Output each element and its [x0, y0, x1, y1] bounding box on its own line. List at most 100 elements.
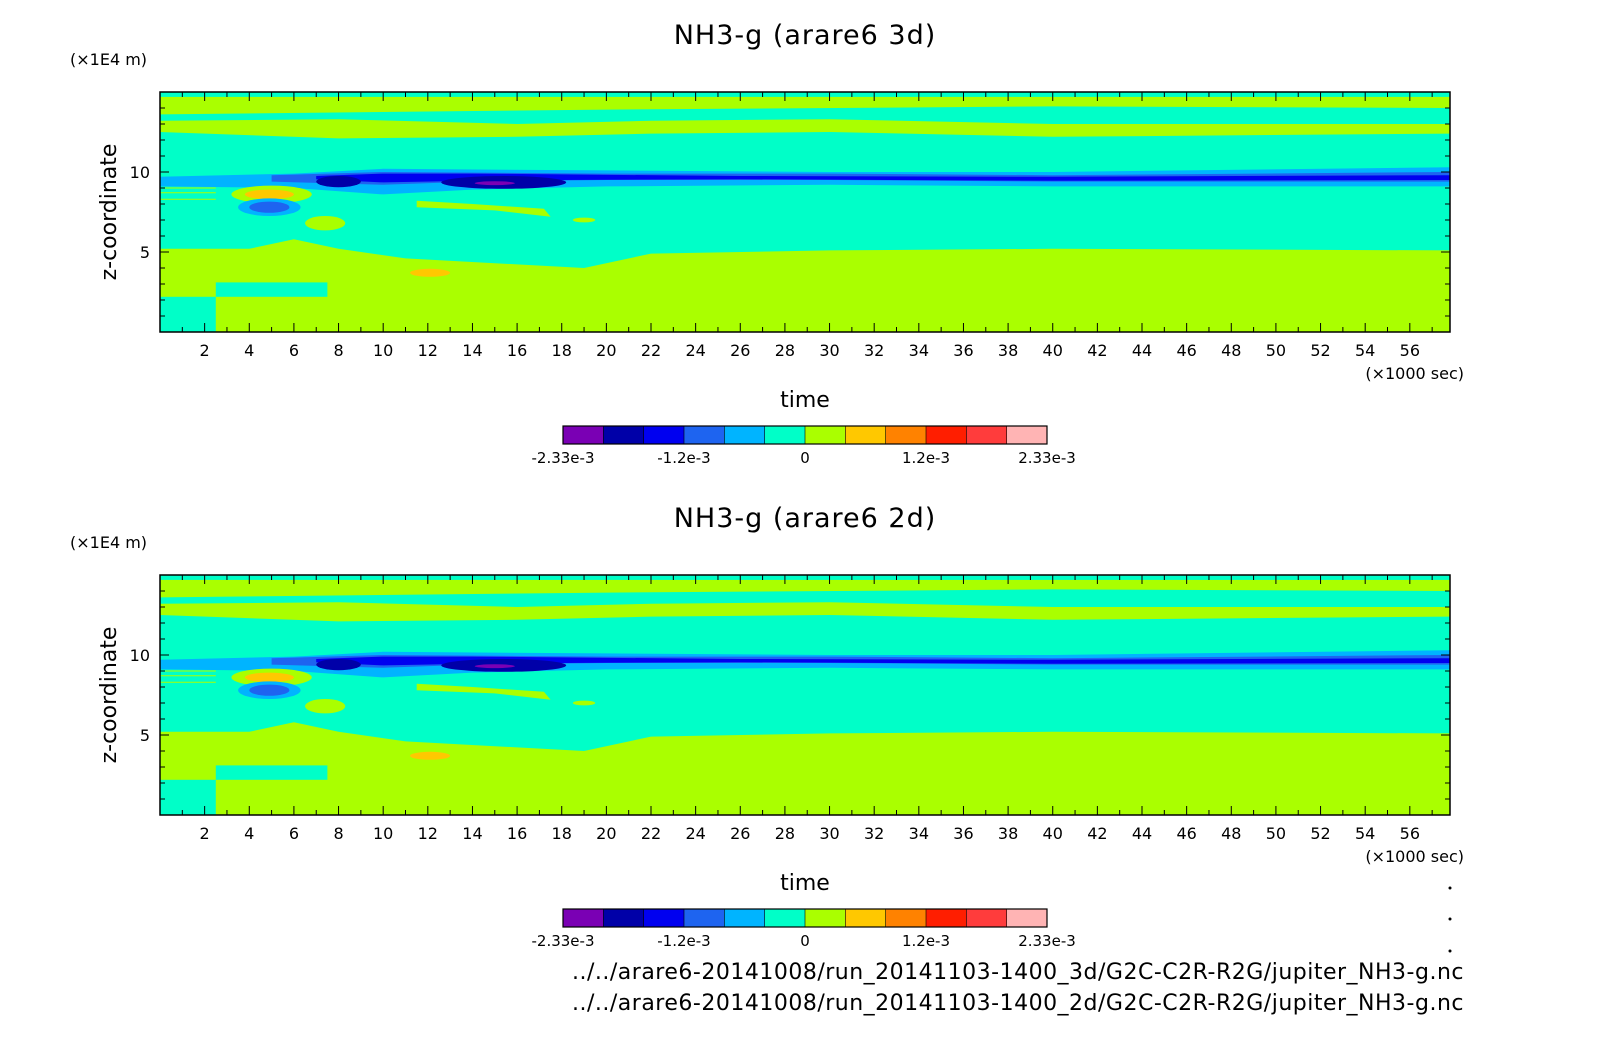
x-tick-label: 16	[507, 341, 527, 360]
x-tick-label: 42	[1087, 341, 1107, 360]
contour-core-neg	[316, 659, 361, 671]
x-axis-label: time	[780, 388, 830, 413]
x-tick-label: 4	[244, 341, 254, 360]
x-axis-unit: (×1000 sec)	[1365, 364, 1464, 383]
x-tick-label: 38	[998, 824, 1018, 843]
x-tick-label: 2	[200, 824, 210, 843]
colorbar-swatch	[805, 909, 846, 927]
y-tick-label: 5	[140, 243, 150, 262]
colorbar-tick-label: 0	[800, 932, 810, 950]
x-tick-label: 36	[953, 341, 973, 360]
plot-frame	[159, 574, 1451, 816]
contour-patch	[572, 217, 596, 223]
x-tick-label: 24	[685, 824, 705, 843]
colorbar-tick-label: -1.2e-3	[657, 932, 710, 950]
colorbar-swatch	[724, 909, 766, 927]
colorbar-tick-label: -2.33e-3	[532, 449, 595, 467]
x-tick-label: 54	[1355, 341, 1375, 360]
colorbar-swatch	[684, 909, 725, 927]
colorbar-tick-label: 2.33e-3	[1018, 932, 1076, 950]
x-axis-unit: (×1000 sec)	[1365, 847, 1464, 866]
x-tick-label: 6	[289, 824, 299, 843]
x-tick-label: 22	[641, 341, 661, 360]
contour-band-zero-top	[160, 92, 1450, 97]
chart-title: NH3-g (arare6 3d)	[674, 20, 937, 51]
contour-band-zero-corner	[160, 296, 216, 332]
colorbar-swatch	[724, 426, 766, 444]
colorbar-swatch	[764, 426, 806, 444]
x-tick-label: 10	[373, 824, 393, 843]
colorbar-swatch	[885, 426, 927, 444]
file-path-3d: ../../arare6-20141008/run_20141103-1400_…	[572, 960, 1464, 985]
contour-eddy-negative-core	[249, 684, 290, 696]
x-tick-label: 54	[1355, 824, 1375, 843]
y-tick-label: 5	[140, 726, 150, 745]
colorbar-swatch	[845, 909, 887, 927]
contour-band-neg-3	[316, 656, 1450, 666]
colorbar-swatch	[1006, 909, 1048, 927]
y-axis-label: z-coordinate	[97, 144, 122, 281]
x-tick-label: 16	[507, 824, 527, 843]
colorbar: -2.33e-3 -1.2e-3 0 1.2e-3 2.33e-3	[532, 908, 1076, 950]
x-tick-label: 24	[685, 341, 705, 360]
contour-band-top	[160, 579, 1450, 598]
colorbar-tick-label: -1.2e-3	[657, 449, 710, 467]
contour-patch	[305, 216, 346, 231]
x-tick-label: 12	[418, 341, 438, 360]
chart-panel-2: 2 4 6 8 10 12 14 16 18 20 22 24 26 28 30 32 34 36 38 40 42 44…	[70, 503, 1464, 950]
colorbar-swatch	[805, 426, 846, 444]
x-tick-label: 56	[1400, 824, 1420, 843]
contour-blob-positive	[409, 751, 451, 760]
x-tick-label: 40	[1043, 341, 1063, 360]
x-tick-label: 26	[730, 824, 750, 843]
colorbar-swatch	[1006, 426, 1048, 444]
colorbar-swatch	[926, 909, 967, 927]
x-tick-label: 42	[1087, 824, 1107, 843]
colorbar-tick-label: 2.33e-3	[1018, 449, 1076, 467]
x-tick-label: 40	[1043, 824, 1063, 843]
x-tick-label: 12	[418, 824, 438, 843]
colorbar-swatch	[563, 426, 604, 444]
file-path-2d: ../../arare6-20141008/run_20141103-1400_…	[572, 991, 1464, 1016]
margin-dots	[1448, 886, 1452, 953]
x-tick-label: 56	[1400, 341, 1420, 360]
contour-band-low	[160, 722, 1450, 815]
x-tick-label: 36	[953, 824, 973, 843]
x-tick-label: 14	[462, 341, 482, 360]
x-tick-label: 28	[775, 824, 795, 843]
contour-eddy-positive-core	[244, 189, 294, 200]
chart-panel-1: 2 4 6 8 10 12 14 16 18 20 22 24 26 28 30 32 34 36 38 40 42 44…	[70, 20, 1464, 467]
x-tick-label: 52	[1310, 824, 1330, 843]
contour-core-min	[474, 181, 515, 186]
contour-band-low	[160, 239, 1450, 332]
contour-band-upper	[160, 602, 1450, 622]
contour-band-top	[160, 96, 1450, 115]
y-tick-label: 10	[130, 163, 150, 182]
x-tick-label: 18	[552, 341, 572, 360]
colorbar-swatch	[764, 909, 806, 927]
contour-band-zero-corner	[160, 779, 216, 815]
colorbar-swatch	[643, 909, 685, 927]
colorbar-swatch	[966, 909, 1008, 927]
x-tick-label: 22	[641, 824, 661, 843]
contour-field	[160, 575, 1450, 815]
x-tick-label: 38	[998, 341, 1018, 360]
contour-field	[160, 92, 1450, 332]
x-tick-label: 18	[552, 824, 572, 843]
y-axis-label: z-coordinate	[97, 627, 122, 764]
x-tick-label: 52	[1310, 341, 1330, 360]
contour-patch	[305, 699, 346, 714]
x-tick-label: 20	[596, 341, 616, 360]
colorbar-swatch	[885, 909, 927, 927]
x-tick-label: 48	[1221, 824, 1241, 843]
colorbar-swatch	[563, 909, 604, 927]
x-tick-label: 30	[819, 341, 839, 360]
colorbar-swatch	[845, 426, 887, 444]
y-axis-unit: (×1E4 m)	[70, 533, 147, 552]
colorbar-swatch	[684, 426, 725, 444]
x-tick-label: 32	[864, 341, 884, 360]
colorbar: -2.33e-3 -1.2e-3 0 1.2e-3 2.33e-3	[532, 425, 1076, 467]
chart-title: NH3-g (arare6 2d)	[674, 503, 937, 534]
contour-patch	[416, 683, 551, 700]
x-tick-label: 46	[1176, 341, 1196, 360]
